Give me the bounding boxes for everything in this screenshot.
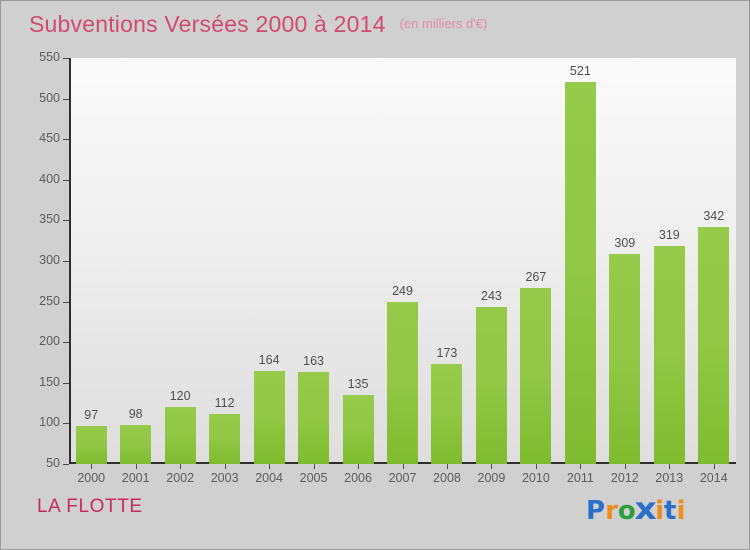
- x-axis-label: 2007: [388, 471, 417, 485]
- bar[interactable]: [653, 245, 685, 464]
- y-axis-label: 450: [39, 131, 60, 146]
- bar-value-label: 521: [569, 63, 591, 78]
- logo-letter: r: [605, 496, 618, 526]
- x-axis-tick: [224, 464, 226, 469]
- y-axis-tick: [63, 261, 69, 262]
- y-axis-tick: [63, 342, 69, 344]
- y-axis-tick: [63, 220, 69, 222]
- x-axis-tick: [402, 464, 404, 469]
- x-axis-tick: [91, 464, 93, 469]
- y-axis-label: 350: [39, 212, 60, 227]
- x-axis-label: 2000: [77, 471, 106, 485]
- bar-value-label: 163: [303, 354, 324, 369]
- y-axis-tick: [63, 139, 69, 141]
- y-axis-label: 100: [39, 415, 60, 430]
- bar[interactable]: [431, 364, 463, 464]
- bar[interactable]: [564, 81, 596, 464]
- y-axis-label: 150: [39, 374, 60, 389]
- y-axis-label: 50: [46, 456, 60, 470]
- x-axis-tick: [535, 464, 537, 469]
- x-axis-tick: [491, 464, 493, 469]
- bar-value-label: 164: [258, 353, 280, 368]
- y-axis-tick: [63, 301, 69, 303]
- y-axis-tick: [63, 58, 69, 59]
- bar[interactable]: [342, 394, 374, 464]
- y-axis-label: 200: [39, 334, 60, 349]
- y-axis-tick: [63, 464, 69, 465]
- x-axis-label: 2006: [344, 471, 372, 485]
- bar-value-label: 112: [214, 395, 235, 410]
- y-axis-line: [69, 58, 71, 464]
- bar[interactable]: [298, 372, 330, 464]
- bar-value-label: 243: [480, 289, 502, 304]
- bar-value-label: 249: [392, 284, 413, 299]
- chart-subtitle: (en milliers d'€): [399, 15, 488, 31]
- x-axis-label: 2014: [699, 471, 728, 485]
- x-axis-tick: [135, 464, 137, 469]
- x-axis-tick: [446, 464, 448, 469]
- y-axis-label: 550: [39, 50, 60, 64]
- bar[interactable]: [520, 287, 552, 464]
- x-axis-label: 2009: [477, 471, 506, 485]
- bar[interactable]: [475, 307, 507, 464]
- logo-letter: x: [634, 492, 657, 527]
- x-axis-label: 2011: [566, 471, 594, 485]
- bar[interactable]: [164, 407, 196, 464]
- bar[interactable]: [209, 413, 241, 464]
- y-axis-tick: [63, 98, 69, 100]
- x-axis-tick: [180, 464, 182, 469]
- y-axis-tick: [63, 382, 69, 384]
- proxiti-logo[interactable]: Proxiti: [586, 492, 685, 527]
- logo-letter: i: [676, 496, 686, 526]
- x-axis-tick: [313, 464, 315, 469]
- x-axis-label: 2002: [166, 471, 195, 485]
- x-axis-label: 2003: [210, 471, 239, 485]
- bar-value-label: 267: [525, 269, 547, 284]
- bar[interactable]: [120, 425, 152, 464]
- logo-letter: o: [617, 496, 636, 526]
- chart-title: Subventions Versées 2000 à 2014: [29, 10, 386, 37]
- plot-frame: 50 100 150 200 250 300 350 400 450 500 550 2000 200…: [16, 47, 736, 485]
- bar-value-label: 97: [84, 407, 99, 422]
- bar[interactable]: [698, 226, 730, 464]
- x-axis-label: 2001: [121, 471, 150, 485]
- y-axis-label: 400: [39, 171, 60, 186]
- x-axis-tick: [358, 464, 360, 469]
- logo-letter: P: [586, 496, 606, 526]
- bar[interactable]: [609, 253, 641, 464]
- x-axis-tick: [713, 464, 715, 469]
- bar-value-label: 173: [436, 346, 458, 361]
- x-axis-label: 2010: [521, 471, 550, 485]
- bar-value-label: 98: [128, 407, 143, 422]
- x-axis-label: 2013: [655, 471, 684, 485]
- bar-value-label: 135: [347, 376, 369, 391]
- y-axis-tick: [63, 179, 69, 181]
- bar-value-label: 120: [169, 389, 191, 404]
- logo-letter: t: [664, 496, 677, 526]
- bar[interactable]: [253, 371, 285, 464]
- bar[interactable]: [75, 425, 107, 464]
- y-axis-tick: [63, 423, 69, 425]
- chart-footer: LA FLOTTE Proxiti: [1, 472, 749, 549]
- bar-value-label: 309: [614, 235, 636, 250]
- x-axis-tick: [269, 464, 271, 469]
- x-axis-label: 2012: [610, 471, 639, 485]
- y-axis-label: 250: [39, 293, 60, 308]
- x-axis-tick: [624, 464, 626, 469]
- bar[interactable]: [387, 302, 418, 464]
- logo-letter: i: [655, 496, 665, 526]
- bar-value-label: 319: [658, 227, 680, 242]
- x-axis-tick: [669, 464, 671, 469]
- bar-value-label: 342: [703, 208, 725, 223]
- chart-header: Subventions Versées 2000 à 2014 (en mill…: [1, 1, 749, 47]
- x-axis-tick: [580, 464, 582, 469]
- y-axis-label: 300: [39, 253, 60, 267]
- y-axis-label: 500: [39, 90, 60, 105]
- x-axis-label: 2004: [255, 471, 283, 485]
- x-axis-label: 2005: [299, 471, 328, 485]
- x-axis-label: 2008: [433, 471, 461, 485]
- entity-name: LA FLOTTE: [37, 496, 143, 517]
